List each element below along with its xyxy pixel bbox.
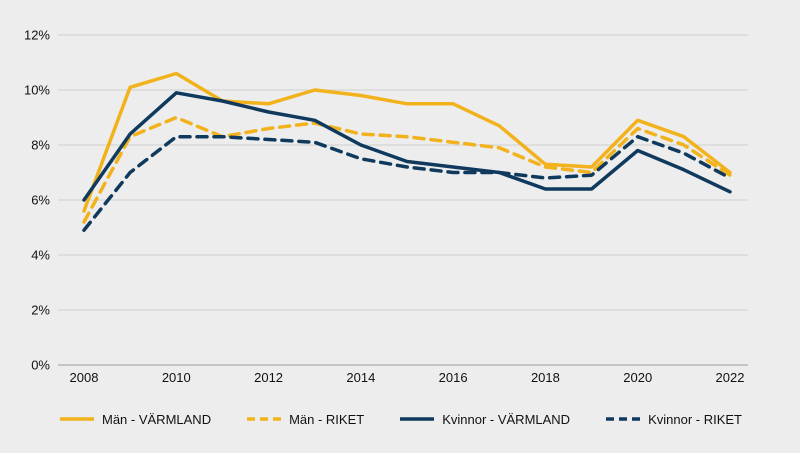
- legend-label: Män - RIKET: [289, 411, 365, 427]
- series-line-1: [82, 115, 732, 224]
- legend-item: Män - VÄRMLAND: [58, 412, 211, 427]
- x-tick-label: 2008: [70, 370, 99, 385]
- legend-swatch: [400, 417, 435, 421]
- x-tick-label: 2016: [439, 370, 468, 385]
- x-tick-label: 2020: [623, 370, 652, 385]
- x-tick-label: 2010: [162, 370, 191, 385]
- y-tick-label: 12%: [24, 28, 50, 43]
- legend-swatch: [247, 417, 282, 421]
- y-tick-label: 6%: [31, 193, 50, 208]
- y-tick-label: 8%: [31, 138, 50, 153]
- legend-label: Kvinnor - VÄRMLAND: [442, 411, 571, 427]
- legend-label: Män - VÄRMLAND: [102, 411, 212, 427]
- legend-label: Kvinnor - RIKET: [648, 411, 742, 427]
- legend-item: Män - RIKET: [245, 412, 364, 427]
- x-tick-label: 2014: [346, 370, 375, 385]
- x-tick-label: 2022: [716, 370, 745, 385]
- x-tick-label: 2018: [531, 370, 560, 385]
- series-line-2: [82, 91, 732, 202]
- series-line-0: [82, 71, 732, 213]
- y-tick-label: 0%: [31, 358, 50, 373]
- series-line-3: [82, 134, 732, 232]
- y-tick-label: 4%: [31, 248, 50, 263]
- legend-swatch: [60, 417, 94, 421]
- x-tick-label: 2012: [254, 370, 283, 385]
- y-tick-label: 2%: [31, 303, 50, 318]
- legend-item: Kvinnor - VÄRMLAND: [398, 412, 570, 427]
- legend-item: Kvinnor - RIKET: [604, 412, 742, 427]
- y-tick-label: 10%: [24, 83, 50, 98]
- legend: Män - VÄRMLAND Män - RIKET Kvinnor - VÄRML…: [0, 404, 800, 434]
- legend-swatch: [606, 417, 641, 421]
